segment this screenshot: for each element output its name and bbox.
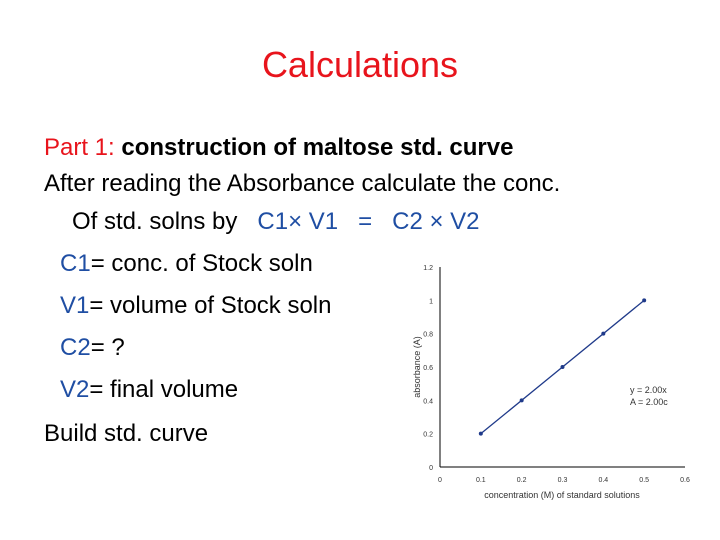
definition-variable: C2: [60, 334, 91, 361]
definition-variable: C1: [60, 250, 91, 277]
part-label: Part 1:: [44, 134, 115, 161]
y-tick-label: 0.4: [423, 398, 433, 405]
x-tick-label: 0.1: [476, 477, 486, 484]
formula-prefix: Of std. solns by: [72, 208, 238, 235]
instruction-line: After reading the Absorbance calculate t…: [44, 170, 561, 197]
x-tick-label: 0.6: [680, 477, 690, 484]
slide-title: Calculations: [261, 44, 459, 85]
x-tick-label: 0.4: [598, 477, 608, 484]
y-tick-label: 0.2: [423, 432, 433, 439]
part-heading: Part 1: construction of maltose std. cur…: [44, 134, 513, 162]
x-tick-label: 0.2: [517, 477, 527, 484]
y-tick-label: 0: [429, 465, 433, 472]
y-tick-label: 0.6: [423, 365, 433, 372]
y-tick-label: 0.8: [423, 332, 433, 339]
y-tick-labels: 0 0.2 0.4 0.6 0.8 1 1.2: [423, 265, 433, 472]
formula-line: Of std. solns by C1× V1 = C2 × V2: [72, 208, 480, 236]
data-points: [478, 298, 647, 436]
data-point: [642, 298, 647, 303]
build-curve-line: Build std. curve: [44, 420, 209, 447]
definition-text: = ?: [90, 334, 125, 361]
definition-v2: V2= final volume: [60, 376, 238, 404]
data-point: [560, 365, 565, 369]
definition-text: = final volume: [89, 376, 239, 403]
formula-equals: =: [358, 208, 373, 235]
definition-variable: V1: [60, 292, 90, 319]
x-tick-label: 0.5: [639, 477, 649, 484]
formula-c2v2: C2 × V2: [392, 208, 480, 235]
data-point: [478, 431, 483, 436]
definition-v1: V1= volume of Stock soln: [60, 292, 331, 320]
data-point: [601, 331, 606, 336]
y-tick-label: 1.2: [423, 265, 433, 272]
definition-c1: C1= conc. of Stock soln: [60, 250, 313, 278]
definition-text: = conc. of Stock soln: [90, 250, 313, 277]
x-tick-label: 0: [438, 477, 442, 484]
formula-c1v1: C1× V1: [257, 208, 339, 235]
part-text: construction of maltose std. curve: [121, 134, 514, 161]
x-tick-label: 0.3: [558, 477, 568, 484]
definition-text: = volume of Stock soln: [89, 292, 332, 319]
data-point: [519, 398, 524, 403]
x-tick-labels: 0 0.1 0.2 0.3 0.4 0.5 0.6: [438, 477, 690, 484]
definition-variable: V2: [60, 376, 90, 403]
y-axis-label: absorbance (A): [412, 336, 422, 398]
equation-annotation-2: A = 2.00c: [630, 397, 668, 407]
x-axis-label: concentration (M) of standard solutions: [484, 490, 640, 500]
equation-annotation-1: y = 2.00x: [630, 385, 667, 395]
y-tick-label: 1: [429, 298, 433, 305]
standard-curve-chart: 0 0.2 0.4 0.6 0.8 1 1.2 0 0.1 0.2 0.3 0.4 0.5 0.6 y …: [412, 265, 690, 500]
definition-c2: C2= ?: [60, 334, 125, 362]
